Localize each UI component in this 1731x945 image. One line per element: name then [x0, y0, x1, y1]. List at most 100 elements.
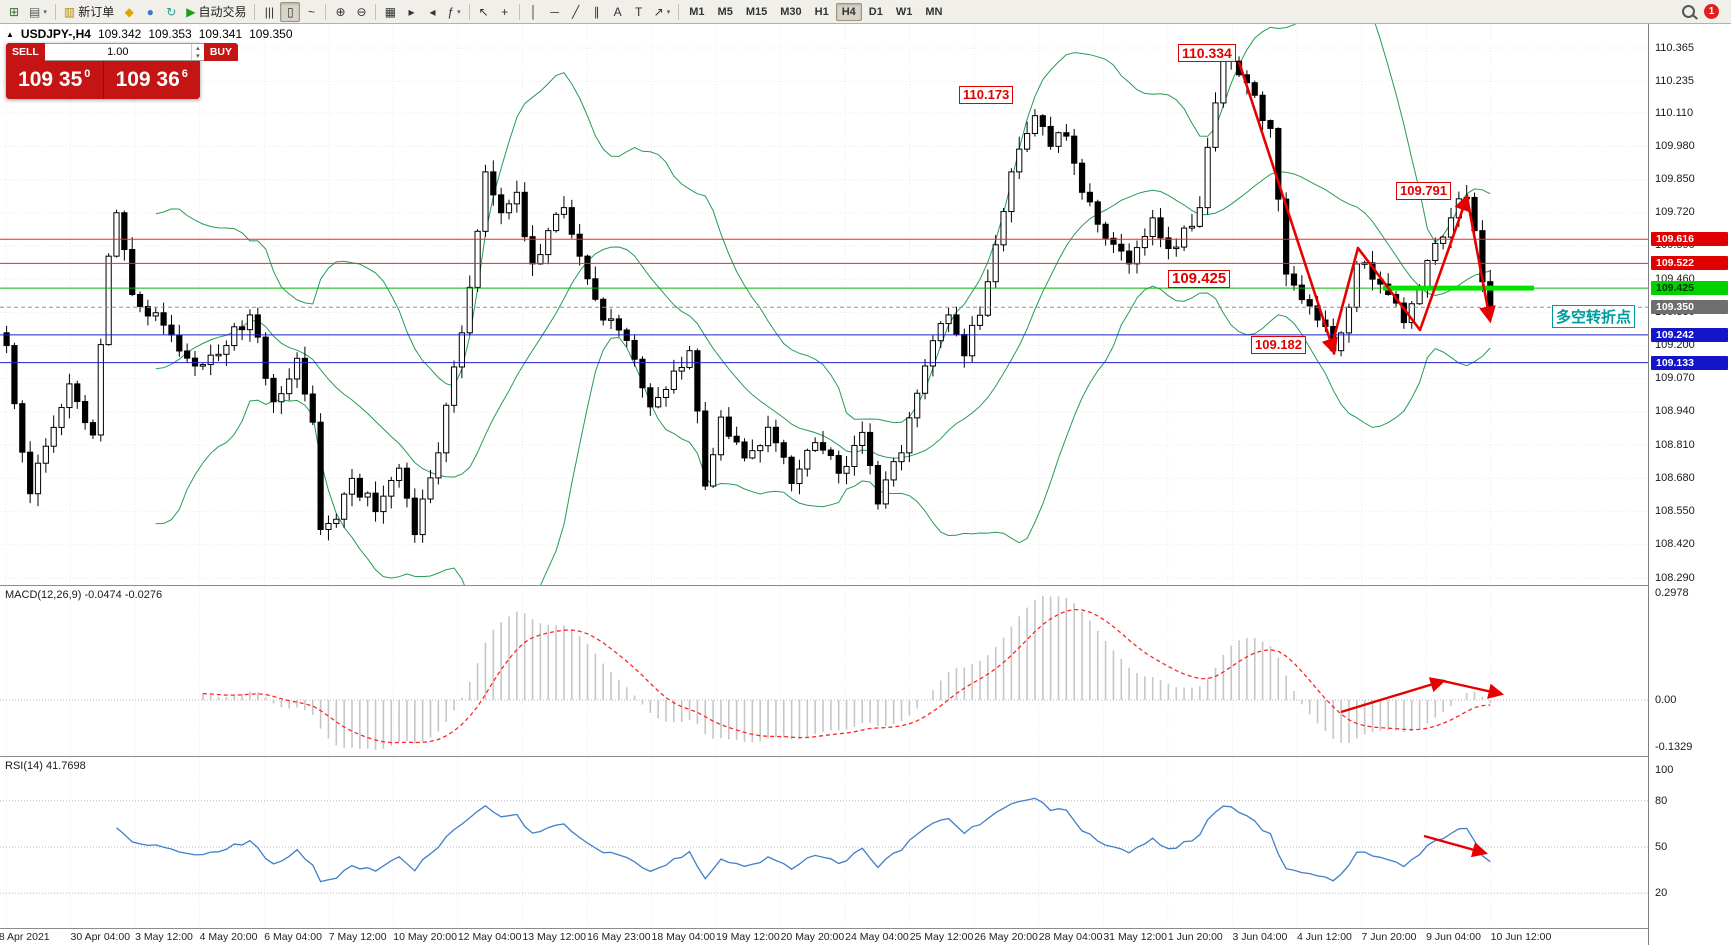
- line-chart-icon[interactable]: ~: [301, 2, 321, 22]
- annotation-note[interactable]: 多空转折点: [1552, 305, 1636, 328]
- time-label: 24 May 04:00: [845, 931, 909, 943]
- cursor-icon: ↖: [478, 4, 489, 19]
- price-callout[interactable]: 109.182: [1251, 336, 1306, 354]
- time-label: 3 Jun 04:00: [1232, 931, 1288, 943]
- text-label-icon[interactable]: T: [629, 2, 649, 22]
- new-order-button[interactable]: ▥ 新订单: [60, 2, 118, 22]
- timeframe-d1[interactable]: D1: [863, 3, 889, 21]
- timeframe-w1[interactable]: W1: [890, 3, 919, 21]
- cursor-icon[interactable]: ↖: [474, 2, 494, 22]
- price-callout[interactable]: 109.791: [1396, 182, 1451, 200]
- main-chart[interactable]: [0, 24, 1648, 585]
- sell-price[interactable]: 109 35 0: [6, 61, 104, 99]
- time-label: 1 Jun 20:00: [1167, 931, 1223, 943]
- price-axis[interactable]: 110.365 110.235 110.110 109.980 109.850 109.7…: [1648, 24, 1731, 945]
- new-chart-icon[interactable]: ⊞: [4, 2, 24, 22]
- time-label: 7 May 12:00: [328, 931, 387, 943]
- toolbar-separator: [54, 3, 56, 20]
- channel-icon[interactable]: ∥: [587, 2, 607, 22]
- axis-label: 50: [1655, 840, 1668, 853]
- vertical-line-icon[interactable]: │: [524, 2, 544, 22]
- crosshair-icon[interactable]: +: [495, 2, 515, 22]
- time-axis[interactable]: 28 Apr 2021 30 Apr 04:00 3 May 12:00 4 May …: [0, 929, 1648, 945]
- panel-separator[interactable]: [0, 756, 1648, 757]
- axis-label: -0.1329: [1655, 740, 1693, 753]
- buy-button[interactable]: BUY: [203, 43, 239, 61]
- chart-shift-icon[interactable]: ◂: [422, 2, 442, 22]
- one-click-panel-toggle-icon[interactable]: ▲: [6, 29, 14, 39]
- tile-windows-icon[interactable]: ▦: [380, 2, 400, 22]
- horizontal-line-icon[interactable]: ─: [545, 2, 565, 22]
- auto-scroll-icon[interactable]: ▸: [401, 2, 421, 22]
- timeframe-h1[interactable]: H1: [809, 3, 835, 21]
- macd-indicator-label: MACD(12,26,9) -0.0474 -0.0276: [5, 589, 163, 601]
- price-tag: 109.616: [1651, 232, 1728, 247]
- axis-label: 100: [1655, 763, 1674, 776]
- horizontal-line-icon: ─: [550, 4, 559, 19]
- axis-label: 80: [1655, 794, 1668, 807]
- profiles-icon[interactable]: ▤ ▾: [25, 2, 51, 22]
- candlestick-chart-icon[interactable]: ▯: [280, 1, 301, 22]
- axis-label: 108.810: [1655, 438, 1695, 451]
- toolbar: ⊞ ▤ ▾ ▥ 新订单 ◆ ● ↻ ▶ 自动交易 ||| ▯ ~ ⊕ ⊖ ▦ ▸ ◂ ƒ ▾ ↖ + │ ─ ╱ ∥ A T ↗ ▾ M1 M…: [0, 0, 1731, 24]
- axis-label: 108.680: [1655, 471, 1695, 484]
- new-order-button-label: 新订单: [78, 5, 115, 19]
- deposit-icon[interactable]: ◆: [119, 2, 139, 22]
- axis-label: 109.070: [1655, 372, 1695, 385]
- price-callout[interactable]: 110.173: [959, 86, 1014, 104]
- arrows-icon[interactable]: ↗ ▾: [650, 2, 675, 22]
- toolbar-separator: [468, 3, 470, 20]
- axis-label: 20: [1655, 886, 1668, 899]
- axis-label: 108.290: [1655, 571, 1695, 584]
- ohlc-open: 109.342: [97, 27, 142, 41]
- time-label: 28 May 04:00: [1038, 931, 1103, 943]
- accounts-icon[interactable]: ●: [140, 2, 160, 22]
- volume-decrease-button[interactable]: ▾: [196, 53, 200, 60]
- toolbar-right: 1: [1682, 4, 1727, 19]
- axis-label: 110.365: [1655, 41, 1694, 54]
- price-tag: 109.242: [1651, 327, 1728, 342]
- buy-price[interactable]: 109 36 6: [103, 61, 200, 99]
- price-tag: 109.350: [1651, 300, 1728, 315]
- volume-increase-button[interactable]: ▴: [196, 45, 200, 52]
- time-label: 6 May 04:00: [264, 931, 322, 943]
- new-chart-icon: ⊞: [8, 4, 20, 19]
- timeframe-m30[interactable]: M30: [774, 3, 807, 21]
- timeframe-m1[interactable]: M1: [683, 3, 710, 21]
- axis-label: 108.550: [1655, 505, 1695, 518]
- sell-button[interactable]: SELL: [6, 43, 45, 61]
- line-chart-icon: ~: [307, 4, 315, 19]
- auto-trading-button[interactable]: ▶ 自动交易: [182, 2, 250, 22]
- price-callout[interactable]: 109.425: [1168, 270, 1231, 288]
- text-icon[interactable]: A: [608, 2, 628, 22]
- search-icon[interactable]: [1682, 5, 1695, 18]
- price-callout[interactable]: 110.334: [1178, 44, 1236, 62]
- toolbar-separator: [254, 3, 256, 20]
- timeframe-m5[interactable]: M5: [712, 3, 739, 21]
- toolbar-separator: [518, 3, 520, 20]
- buy-price-sup: 6: [181, 68, 188, 80]
- panel-separator[interactable]: [0, 585, 1648, 586]
- timeframe-mn[interactable]: MN: [919, 3, 948, 21]
- trendline-icon[interactable]: ╱: [566, 2, 586, 22]
- axis-label: 109.720: [1655, 206, 1695, 219]
- refresh-icon: ↻: [166, 4, 177, 19]
- volume-input[interactable]: [44, 44, 191, 60]
- panel-separator: [0, 928, 1648, 929]
- notifications-badge[interactable]: 1: [1704, 4, 1719, 19]
- one-click-trading-panel: SELL ▴ ▾ BUY 109 35 0 109 36 6: [6, 43, 239, 99]
- bar-chart-icon[interactable]: |||: [259, 2, 279, 22]
- indicators-icon[interactable]: ƒ ▾: [443, 2, 464, 22]
- axis-label: 109.200: [1655, 339, 1695, 352]
- time-label: 3 May 12:00: [135, 931, 193, 943]
- macd-panel[interactable]: [0, 586, 1648, 756]
- refresh-icon[interactable]: ↻: [161, 2, 181, 22]
- axis-label: 109.850: [1655, 173, 1695, 186]
- timeframe-m15[interactable]: M15: [740, 3, 773, 21]
- buy-price-main: 109 36: [115, 68, 180, 91]
- zoom-out-icon[interactable]: ⊖: [351, 2, 371, 22]
- timeframe-h4[interactable]: H4: [835, 2, 862, 21]
- zoom-in-icon[interactable]: ⊕: [330, 2, 350, 22]
- rsi-panel[interactable]: [0, 757, 1648, 928]
- zoom-out-icon: ⊖: [356, 4, 367, 19]
